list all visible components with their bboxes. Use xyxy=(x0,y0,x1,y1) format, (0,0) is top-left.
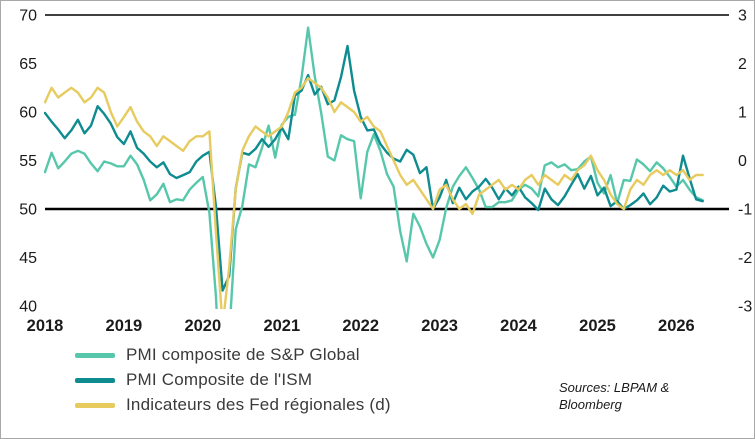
series-line-fed-regionales xyxy=(44,76,704,309)
left-axis-tick-55: 55 xyxy=(19,153,37,170)
x-axis-tick-2019: 2019 xyxy=(106,317,143,335)
left-axis-tick-60: 60 xyxy=(19,105,37,122)
series-line-sp-global xyxy=(44,26,704,309)
legend-swatch-ism xyxy=(75,377,115,383)
x-axis-tick-2024: 2024 xyxy=(500,317,538,335)
x-axis-tick-2025: 2025 xyxy=(579,317,616,335)
legend-item-sp-global: PMI composite de S&P Global xyxy=(75,345,391,365)
sources-note: Sources: LBPAM & Bloomberg xyxy=(559,380,670,413)
chart-plot: 70 65 60 55 50 45 40 3 2 1 0 -1 -2 -3 2018 2019 2020 2021… xyxy=(19,8,752,336)
right-axis-tick-2: 2 xyxy=(738,56,747,73)
left-axis-tick-40: 40 xyxy=(19,299,37,316)
x-axis-tick-2022: 2022 xyxy=(342,317,379,335)
left-axis-tick-50: 50 xyxy=(19,202,37,219)
right-axis-tick-0: 0 xyxy=(738,153,747,170)
legend-item-ism: PMI Composite de l'ISM xyxy=(75,370,391,390)
legend-swatch-sp-global xyxy=(75,352,115,358)
right-axis-tick-1: 1 xyxy=(738,105,747,122)
right-axis-tick--2: -2 xyxy=(738,250,752,267)
x-axis-tick-2018: 2018 xyxy=(27,317,64,335)
x-axis-tick-2026: 2026 xyxy=(658,317,695,335)
right-axis-tick-3: 3 xyxy=(738,8,747,25)
x-axis-tick-2020: 2020 xyxy=(184,317,221,335)
right-axis-tick--3: -3 xyxy=(738,299,752,316)
x-axis-tick-2023: 2023 xyxy=(421,317,458,335)
left-axis-tick-70: 70 xyxy=(19,8,37,25)
x-axis-tick-2021: 2021 xyxy=(263,317,300,335)
legend-item-fed-regionales: Indicateurs des Fed régionales (d) xyxy=(75,395,391,415)
series-line-ism xyxy=(44,44,704,292)
legend-label-fed-regionales: Indicateurs des Fed régionales (d) xyxy=(126,395,391,414)
legend-swatch-fed-regionales xyxy=(75,402,115,408)
legend-label-sp-global: PMI composite de S&P Global xyxy=(126,345,360,364)
legend: PMI composite de S&P Global PMI Composit… xyxy=(75,345,391,415)
legend-label-ism: PMI Composite de l'ISM xyxy=(126,370,313,389)
left-axis-tick-45: 45 xyxy=(19,250,37,267)
right-axis-tick--1: -1 xyxy=(738,202,752,219)
left-axis-tick-65: 65 xyxy=(19,56,37,73)
